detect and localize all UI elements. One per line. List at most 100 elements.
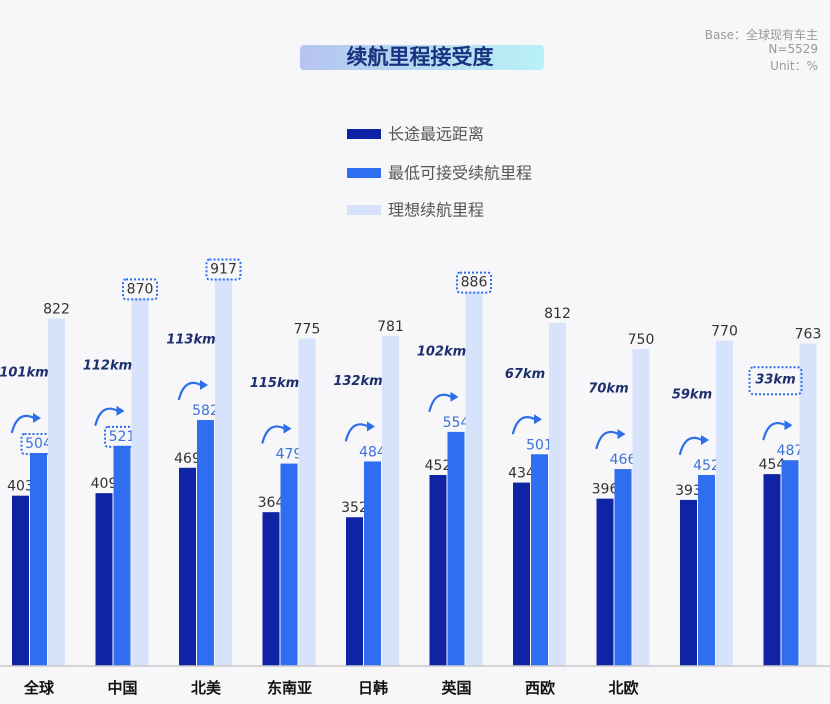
gap-label-5: 102km	[417, 344, 466, 359]
bar-series-1-3	[262, 512, 280, 666]
legend-label-series-2: 最低可接受续航里程	[388, 164, 532, 183]
curved-arrow-head	[367, 421, 375, 432]
curved-arrow-head	[200, 380, 208, 391]
curved-arrow-icon	[177, 381, 203, 401]
highlight-box-series-3-2	[205, 258, 242, 281]
highlight-box-series-3-5	[456, 271, 492, 294]
gap-label-8: 59km	[672, 387, 712, 402]
curved-arrow-head	[33, 413, 41, 424]
base-note: Base：全球现有车主	[705, 27, 818, 42]
legend-label-series-3: 理想续航里程	[388, 201, 484, 220]
bar-series-2-0	[30, 453, 47, 666]
bar-series-2-6	[531, 454, 548, 666]
legend-swatch-series-2	[347, 168, 381, 178]
curved-arrow-icon	[762, 421, 787, 441]
bar-series-3-2	[215, 278, 232, 666]
plot-area: 403 504 822 101km 全球 409 521 870 112km 中国 469 582 91…	[0, 258, 822, 697]
bar-series-3-8	[716, 340, 733, 666]
curved-arrow-icon	[595, 430, 620, 450]
bar-series-3-0	[48, 318, 65, 666]
value-label-series-3-5: 886	[461, 275, 488, 291]
value-label-series-3-0: 822	[43, 302, 70, 318]
bar-series-2-1	[113, 445, 131, 666]
gap-label-2: 113km	[166, 333, 215, 348]
value-label-series-2-6: 501	[526, 437, 553, 453]
bar-series-1-0	[12, 495, 29, 666]
bar-series-3-7	[632, 349, 650, 666]
category-label-2: 北美	[191, 679, 222, 697]
bar-series-1-9	[763, 474, 781, 666]
value-label-series-3-2: 917	[210, 261, 237, 277]
value-label-series-1-7: 396	[592, 482, 619, 498]
gap-label-1: 112km	[83, 358, 132, 373]
category-label-3: 东南亚	[267, 679, 312, 697]
bar-series-3-9	[799, 343, 817, 666]
bar-series-1-7	[596, 498, 614, 666]
bar-series-3-6	[549, 322, 566, 666]
value-label-series-1-3: 364	[258, 495, 285, 511]
bar-series-3-4	[382, 335, 399, 666]
legend: 长途最远距离 最低可接受续航里程 理想续航里程	[347, 125, 532, 220]
bar-series-1-2	[179, 467, 196, 666]
curved-arrow-icon	[511, 416, 537, 435]
curved-arrow-head	[450, 391, 459, 402]
value-label-series-3-3: 775	[294, 321, 321, 337]
bar-series-2-3	[280, 463, 298, 666]
chart-title: 续航里程接受度	[347, 45, 494, 69]
curved-arrow-icon	[678, 436, 704, 456]
bar-series-2-5	[447, 431, 465, 666]
value-label-series-3-8: 770	[711, 324, 738, 340]
value-label-series-2-4: 484	[359, 444, 386, 460]
highlight-box-series-2-0	[20, 433, 57, 456]
bar-series-1-6	[513, 482, 530, 666]
value-label-series-3-4: 781	[377, 319, 404, 335]
curved-arrow-head	[534, 414, 542, 425]
bar-series-1-8	[680, 499, 697, 666]
category-label-6: 西欧	[525, 679, 555, 697]
bar-series-2-8	[698, 474, 715, 666]
bar-series-3-1	[131, 298, 149, 666]
gap-label-6: 67km	[505, 367, 545, 382]
legend-swatch-series-1	[347, 129, 381, 139]
legend-label-series-1: 长途最远距离	[388, 125, 484, 144]
value-label-series-1-0: 403	[7, 479, 34, 495]
gap-label-0: 101km	[0, 366, 49, 381]
gap-highlight-box-9	[748, 366, 803, 396]
highlight-box-series-2-1	[104, 425, 140, 448]
value-label-series-2-9: 487	[777, 443, 804, 459]
curved-arrow-icon	[344, 423, 370, 442]
value-label-series-2-5: 554	[443, 415, 470, 431]
category-label-1: 中国	[107, 679, 137, 697]
curved-arrow-head	[116, 405, 125, 416]
gap-label-4: 132km	[333, 374, 382, 389]
category-label-0: 全球	[23, 679, 55, 697]
curved-arrow-icon	[10, 414, 36, 434]
value-label-series-2-8: 452	[693, 458, 720, 474]
bar-series-2-9	[781, 460, 799, 666]
bar-series-1-5	[429, 474, 447, 666]
value-label-series-2-3: 479	[276, 447, 303, 463]
sample-size-note: N=5529	[768, 42, 818, 56]
title-banner	[300, 45, 544, 70]
bar-series-2-2	[197, 420, 214, 666]
value-label-series-1-2: 469	[174, 451, 201, 467]
value-label-series-3-9: 763	[795, 327, 822, 343]
value-label-series-1-6: 434	[508, 466, 535, 482]
curved-arrow-icon	[94, 407, 119, 426]
curved-arrow-icon	[428, 393, 453, 412]
legend-swatch-series-3	[347, 205, 381, 215]
bar-series-1-4	[346, 517, 363, 666]
bar-series-2-7	[614, 469, 632, 666]
value-label-series-2-7: 466	[610, 452, 637, 468]
bar-series-1-1	[95, 493, 113, 666]
category-label-4: 日韩	[358, 679, 388, 697]
highlight-box-series-3-1	[122, 278, 158, 301]
value-label-series-1-8: 393	[675, 483, 702, 499]
value-label-series-1-4: 352	[341, 500, 368, 516]
category-label-5: 英国	[441, 679, 471, 697]
gap-label-3: 115km	[250, 376, 299, 391]
value-label-series-1-5: 452	[425, 458, 452, 474]
category-label-7: 北欧	[608, 679, 638, 697]
value-label-series-1-9: 454	[759, 457, 786, 473]
